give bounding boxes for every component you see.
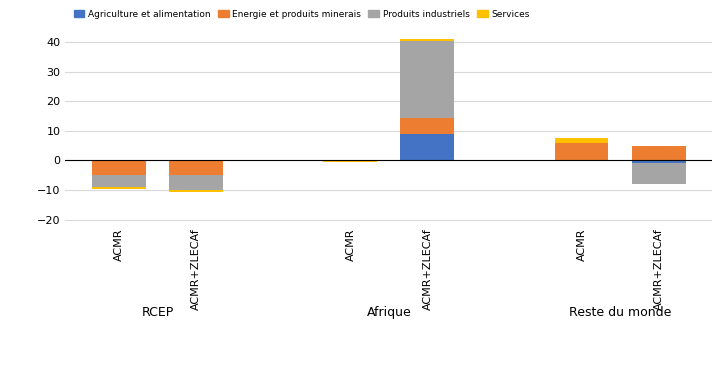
Legend: Agriculture et alimentation, Energie et produits minerais, Produits industriels,: Agriculture et alimentation, Energie et … xyxy=(70,6,534,22)
Bar xyxy=(92,161,146,175)
Text: Reste du monde: Reste du monde xyxy=(569,306,671,319)
Bar xyxy=(632,161,686,163)
Bar xyxy=(169,161,223,175)
Bar xyxy=(401,39,454,40)
Bar xyxy=(401,134,454,161)
Bar xyxy=(169,190,223,193)
Bar xyxy=(555,143,608,161)
Bar xyxy=(92,187,146,189)
Text: RCEP: RCEP xyxy=(142,306,174,319)
Bar xyxy=(555,138,608,143)
Bar xyxy=(92,175,146,187)
Bar xyxy=(632,163,686,184)
Bar xyxy=(169,175,223,190)
Bar xyxy=(632,145,686,161)
Bar xyxy=(401,40,454,117)
Text: Afrique: Afrique xyxy=(366,306,411,319)
Bar xyxy=(401,117,454,134)
Bar xyxy=(324,161,377,162)
